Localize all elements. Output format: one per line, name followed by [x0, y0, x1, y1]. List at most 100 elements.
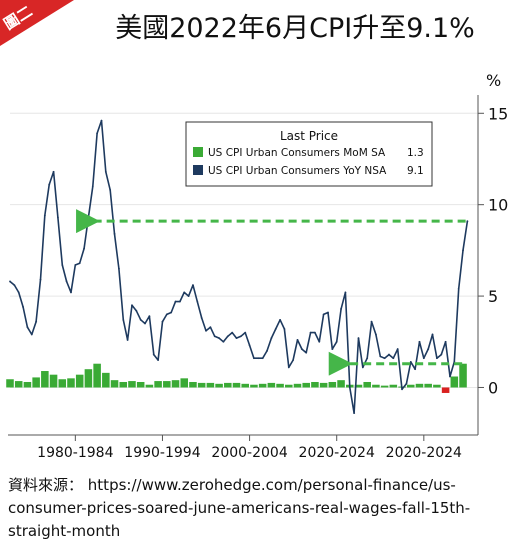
yoy-point [244, 331, 247, 334]
yoy-point [287, 366, 290, 369]
yoy-point [157, 359, 160, 361]
legend-entry-last: 1.3 [407, 147, 424, 159]
yoy-point [165, 313, 168, 316]
mom-bar [433, 384, 441, 388]
mom-bar [41, 371, 49, 388]
mom-bar [93, 363, 101, 388]
yoy-point [296, 339, 299, 341]
chart-figure: 0 5 10 15 1980-1984 1990-1994 2000-2004 2020-2… [0, 0, 509, 540]
yoy-point [414, 368, 417, 371]
yoy-point [39, 278, 42, 281]
mom-bar [23, 381, 32, 388]
mom-bar [380, 385, 389, 388]
yoy-point [305, 351, 308, 354]
yoy-point [388, 353, 390, 356]
yoy-point [331, 348, 334, 350]
mom-bar [128, 381, 136, 388]
mom-bar [32, 377, 40, 388]
yoy-point [187, 295, 190, 297]
mom-bar [154, 381, 162, 388]
yoy-point [22, 306, 24, 308]
yoy-point [274, 328, 277, 330]
yoy-point [183, 291, 186, 294]
mom-bar [189, 381, 197, 388]
yoy-point [435, 357, 438, 360]
yoy-point [30, 333, 33, 336]
mom-bar [311, 381, 319, 388]
yoy-point [353, 412, 356, 414]
mom-bar [119, 381, 128, 388]
yoy-point [26, 326, 29, 329]
yoy-point [257, 357, 260, 360]
yoy-point [327, 311, 329, 314]
yoy-point [235, 337, 238, 340]
yoy-point [122, 318, 125, 321]
yoy-point [126, 339, 129, 341]
yoy-point [392, 357, 395, 360]
yoy-point [83, 247, 85, 250]
yoy-point [65, 280, 68, 283]
yoy-point [196, 300, 199, 303]
mom-bar [14, 381, 23, 388]
mom-bar [441, 387, 450, 393]
mom-bar [171, 380, 180, 388]
yoy-point [213, 335, 216, 338]
yoy-point [309, 331, 312, 334]
yoy-point [218, 337, 220, 340]
yoy-point [396, 348, 399, 350]
y-axis-unit: % [486, 71, 501, 90]
mom-bar [276, 383, 284, 388]
yoy-point [283, 328, 286, 330]
mom-bar [337, 380, 345, 388]
yoy-point [253, 357, 255, 360]
mom-bar [319, 382, 328, 388]
yoy-point [131, 304, 133, 307]
mom-bar [110, 380, 119, 388]
yoy-point [279, 318, 281, 321]
yoy-point [17, 291, 20, 294]
yoy-point [152, 353, 155, 356]
yoy-point [57, 216, 59, 219]
mom-bar [372, 384, 380, 388]
y-axis-ticks: 0 5 10 15 [478, 104, 508, 397]
mom-bar-series [6, 363, 467, 393]
legend-swatch [193, 147, 203, 157]
source-url: https://www.zerohedge.com/personal-finan… [8, 476, 471, 540]
yoy-point [466, 220, 469, 223]
source-citation: 資料來源： https://www.zerohedge.com/personal… [8, 474, 526, 543]
x-tick-label: 2020-2024 [299, 445, 375, 461]
yoy-point [449, 375, 451, 378]
yoy-point [222, 340, 225, 343]
yoy-point [170, 311, 173, 314]
yoy-point [401, 388, 403, 391]
yoy-point [239, 335, 242, 338]
yoy-point [226, 335, 229, 338]
legend-title: Last Price [280, 129, 338, 143]
mom-bar [206, 382, 215, 388]
legend: Last Price US CPI Urban Consumers MoM SA 1… [185, 121, 433, 187]
legend-entry-name: US CPI Urban Consumers MoM SA [208, 147, 386, 159]
yoy-point [205, 329, 207, 332]
yoy-point [427, 348, 430, 350]
x-tick-label: 2000-2004 [211, 445, 287, 461]
yoy-point [405, 382, 408, 385]
yoy-point [370, 320, 373, 323]
yoy-point [96, 132, 99, 135]
yoy-point [292, 359, 295, 361]
yoy-point [200, 317, 203, 319]
yoy-point [109, 189, 112, 191]
mom-bar [424, 383, 432, 388]
yoy-point [61, 264, 64, 266]
yoy-point [366, 357, 369, 360]
yoy-point [418, 340, 421, 343]
mom-bar [215, 383, 223, 388]
yoy-point [314, 331, 316, 334]
source-label: 資料來源： [8, 476, 84, 494]
yoy-point [74, 264, 77, 266]
yoy-point [135, 309, 138, 312]
yoy-point [139, 318, 142, 321]
yoy-point [174, 300, 177, 303]
yoy-point [431, 333, 434, 336]
yoy-point [52, 170, 55, 173]
yoy-point [91, 185, 94, 188]
